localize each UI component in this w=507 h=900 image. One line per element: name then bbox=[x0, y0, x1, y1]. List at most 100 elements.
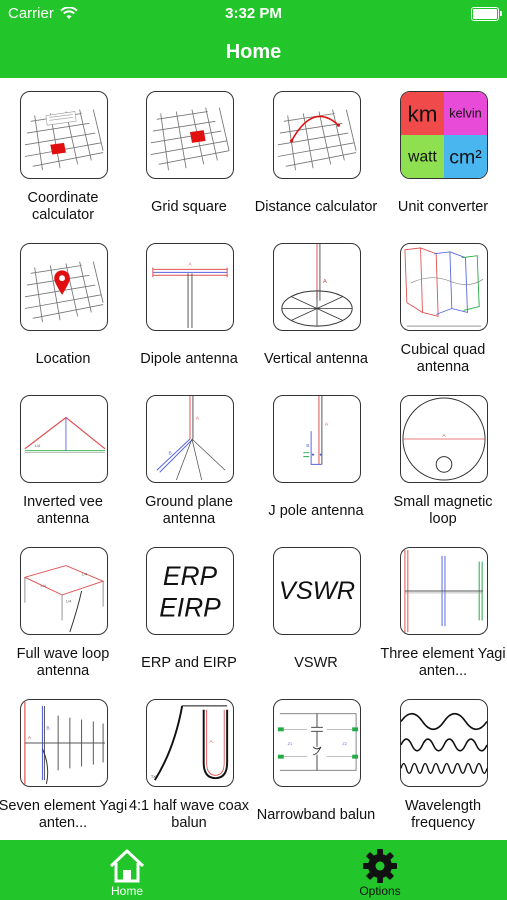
grid-square-icon bbox=[146, 91, 234, 179]
unit-cm2-text: cm² bbox=[449, 146, 482, 168]
three-element-yagi-icon bbox=[400, 547, 488, 635]
tile-label: Distance calculator bbox=[254, 198, 378, 215]
tile-coordinate-calculator[interactable]: Coordinate calculator bbox=[0, 78, 126, 230]
tile-label: Coordinate calculator bbox=[27, 190, 99, 223]
tile-erp-and-eirp[interactable]: ERP EIRP ERP and EIRP bbox=[126, 534, 252, 686]
tile-cubical-quad-antenna[interactable]: Cubical quad antenna bbox=[380, 230, 506, 382]
tile-unit-converter[interactable]: km kelvin watt cm² Unit converter bbox=[380, 78, 506, 230]
vswr-text: VSWR bbox=[279, 577, 355, 605]
tile-small-magnetic-loop[interactable]: A Small magnetic loop bbox=[380, 382, 506, 534]
distance-arc-icon bbox=[273, 91, 361, 179]
seven-element-yagi-icon: A B bbox=[20, 699, 108, 787]
tile-distance-calculator[interactable]: Distance calculator bbox=[253, 78, 379, 230]
tile-seven-element-yagi-antenna[interactable]: A B Seven element Yagi anten... bbox=[0, 686, 128, 838]
tile-label: Unit converter bbox=[397, 198, 489, 215]
cubical-quad-icon bbox=[400, 243, 488, 331]
carrier-label: Carrier bbox=[8, 5, 54, 22]
tile-label: Small magnetic loop bbox=[393, 494, 493, 527]
vertical-antenna-icon: A bbox=[273, 243, 361, 331]
tile-coax-balun[interactable]: TX A 4:1 half wave coax balun bbox=[126, 686, 252, 838]
battery-icon bbox=[471, 7, 502, 21]
svg-text:A: A bbox=[28, 735, 32, 741]
dipole-antenna-icon: A bbox=[146, 243, 234, 331]
unit-converter-icon: km kelvin watt cm² bbox=[400, 91, 488, 179]
home-icon bbox=[109, 849, 145, 883]
svg-text:L/4: L/4 bbox=[35, 443, 41, 448]
narrowband-balun-icon: Z1 Z2 bbox=[273, 699, 361, 787]
svg-text:L/4: L/4 bbox=[66, 599, 72, 604]
svg-text:A: A bbox=[210, 739, 214, 745]
tile-j-pole-antenna[interactable]: A B J pole antenna bbox=[253, 382, 379, 534]
tile-label: J pole antenna bbox=[268, 502, 364, 519]
unit-km-text: km bbox=[408, 101, 438, 126]
page-title: Home bbox=[225, 41, 282, 63]
wifi-icon bbox=[60, 7, 78, 19]
svg-text:A: A bbox=[442, 433, 446, 439]
magnetic-loop-icon: A bbox=[400, 395, 488, 483]
tile-label: ERP and EIRP bbox=[141, 654, 237, 671]
coax-balun-icon: TX A bbox=[146, 699, 234, 787]
status-time: 3:32 PM bbox=[225, 5, 282, 22]
svg-text:Z2: Z2 bbox=[342, 741, 347, 746]
tile-narrowband-balun[interactable]: Z1 Z2 Narrowband balun bbox=[253, 686, 379, 838]
vswr-icon: VSWR bbox=[273, 547, 361, 635]
j-pole-icon: A B bbox=[273, 395, 361, 483]
tile-label: Ground plane antenna bbox=[145, 494, 233, 527]
tile-label: Location bbox=[35, 350, 91, 367]
svg-text:A: A bbox=[325, 421, 329, 427]
tab-home[interactable]: Home bbox=[67, 840, 187, 900]
svg-text:Z1: Z1 bbox=[288, 741, 293, 746]
eirp-text: EIRP bbox=[159, 592, 221, 622]
coordinate-grid-icon bbox=[20, 91, 108, 179]
inverted-vee-icon: L/4 bbox=[20, 395, 108, 483]
tile-dipole-antenna[interactable]: A Dipole antenna bbox=[126, 230, 252, 382]
svg-text:A: A bbox=[323, 279, 327, 285]
tile-grid-square[interactable]: Grid square bbox=[126, 78, 252, 230]
tile-label: Seven element Yagi anten... bbox=[0, 798, 128, 831]
tile-label: Narrowband balun bbox=[256, 806, 376, 823]
tile-full-wave-loop-antenna[interactable]: L/4 L/4 L/4 Full wave loop antenna bbox=[0, 534, 126, 686]
tile-label: VSWR bbox=[294, 654, 338, 671]
svg-text:B: B bbox=[169, 451, 172, 457]
tile-three-element-yagi-antenna[interactable]: Three element Yagi anten... bbox=[380, 534, 506, 686]
tile-vertical-antenna[interactable]: A Vertical antenna bbox=[253, 230, 379, 382]
svg-text:TX: TX bbox=[151, 774, 156, 779]
tile-label: Vertical antenna bbox=[264, 350, 368, 367]
svg-text:B: B bbox=[306, 443, 309, 449]
tile-label: Wavelength frequency bbox=[404, 798, 482, 831]
erp-text: ERP bbox=[163, 561, 218, 591]
full-wave-loop-icon: L/4 L/4 L/4 bbox=[20, 547, 108, 635]
tile-wavelength-frequency[interactable]: Wavelength frequency bbox=[380, 686, 506, 838]
tab-home-label: Home bbox=[110, 884, 143, 898]
svg-text:L/4: L/4 bbox=[82, 571, 88, 576]
svg-text:L/4: L/4 bbox=[41, 583, 47, 588]
tile-label: Cubical quad antenna bbox=[400, 342, 486, 375]
location-pin-icon bbox=[20, 243, 108, 331]
tile-label: Three element Yagi anten... bbox=[380, 646, 506, 679]
unit-kelvin-text: kelvin bbox=[449, 106, 481, 120]
tab-options[interactable]: Options bbox=[320, 840, 440, 900]
tile-inverted-vee-antenna[interactable]: L/4 Inverted vee antenna bbox=[0, 382, 126, 534]
tile-location[interactable]: Location bbox=[0, 230, 126, 382]
gear-icon bbox=[363, 849, 397, 883]
unit-watt-text: watt bbox=[407, 148, 437, 165]
tab-options-label: Options bbox=[359, 884, 401, 898]
tile-label: Inverted vee antenna bbox=[23, 494, 103, 527]
wavelength-waves-icon bbox=[400, 699, 488, 787]
tile-label: Dipole antenna bbox=[140, 350, 238, 367]
tile-ground-plane-antenna[interactable]: A B Ground plane antenna bbox=[126, 382, 252, 534]
erp-eirp-icon: ERP EIRP bbox=[146, 547, 234, 635]
tile-vswr[interactable]: VSWR VSWR bbox=[253, 534, 379, 686]
ground-plane-icon: A B bbox=[146, 395, 234, 483]
tool-grid[interactable]: Coordinate calculator Grid square bbox=[0, 78, 507, 840]
nav-bar: Home bbox=[0, 28, 507, 78]
status-left: Carrier bbox=[8, 5, 78, 22]
svg-text:A: A bbox=[188, 262, 192, 268]
tile-label: Grid square bbox=[151, 198, 227, 215]
tab-bar: Home Options bbox=[0, 840, 507, 900]
tile-label: Full wave loop antenna bbox=[16, 646, 110, 679]
svg-text:B: B bbox=[46, 725, 49, 731]
svg-text:A: A bbox=[196, 415, 200, 421]
tile-label: 4:1 half wave coax balun bbox=[128, 798, 250, 831]
status-bar: Carrier 3:32 PM bbox=[0, 0, 507, 28]
